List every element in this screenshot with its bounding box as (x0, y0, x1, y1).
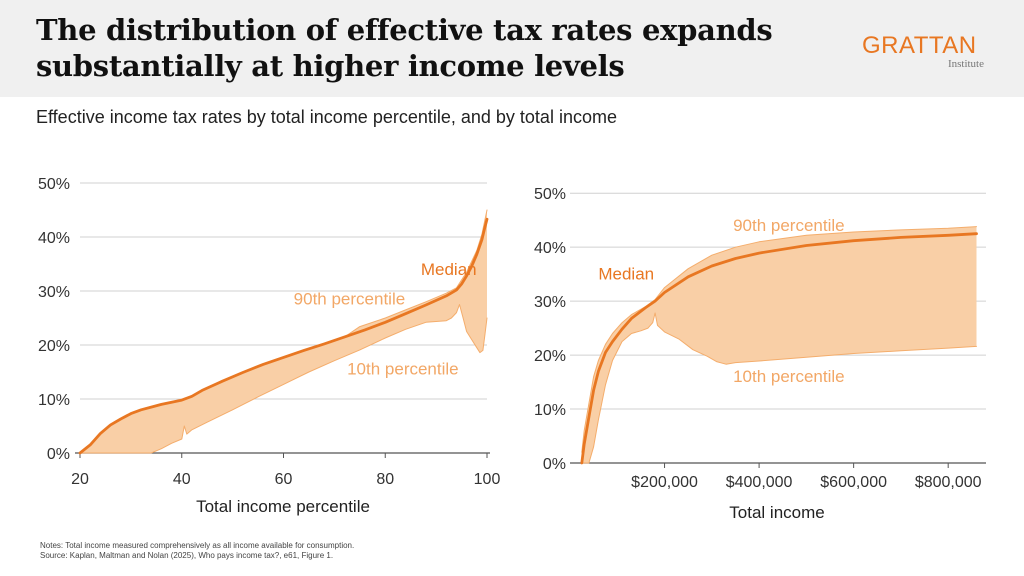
x-axis-title: Total income percentile (196, 497, 370, 516)
x-tick-label: $600,000 (820, 474, 887, 491)
p10-label: 10th percentile (347, 360, 459, 379)
chart-subtitle: Effective income tax rates by total inco… (36, 107, 617, 127)
x-tick-label: $200,000 (631, 474, 698, 491)
p10-label: 10th percentile (733, 367, 845, 386)
y-tick-label: 30% (38, 284, 70, 301)
percentile-band-area (581, 226, 977, 463)
y-tick-label: 40% (534, 240, 566, 257)
p10-series-line (581, 312, 977, 464)
notes-line: Notes: Total income measured comprehensi… (40, 541, 355, 550)
median-label: Median (598, 265, 654, 284)
y-tick-label: 50% (534, 186, 566, 203)
logo-wordmark: GRATTAN (862, 32, 977, 59)
logo-subtext: Institute (947, 58, 984, 70)
y-tick-label: 30% (534, 294, 566, 311)
x-tick-label: 40 (173, 471, 191, 488)
p10-series-line (79, 304, 488, 454)
y-tick-label: 0% (47, 446, 70, 463)
x-tick-label: 20 (71, 471, 89, 488)
x-tick-label: 100 (474, 471, 501, 488)
y-tick-label: 20% (534, 348, 566, 365)
y-tick-label: 10% (38, 392, 70, 409)
title-banner: The distribution of effective tax rates … (0, 0, 1024, 97)
footnotes: Notes: Total income measured comprehensi… (40, 541, 354, 561)
y-tick-label: 0% (543, 456, 566, 473)
x-tick-label: $400,000 (726, 474, 793, 491)
x-axis-title: Total income (729, 503, 824, 522)
x-tick-label: 60 (275, 471, 293, 488)
median-series-line (580, 232, 978, 465)
y-tick-label: 40% (38, 230, 70, 247)
y-tick-label: 10% (534, 402, 566, 419)
x-tick-label: 80 (376, 471, 394, 488)
p90-label: 90th percentile (733, 216, 845, 235)
x-tick-label: $800,000 (915, 474, 982, 491)
p90-label: 90th percentile (294, 290, 406, 309)
y-tick-label: 20% (38, 338, 70, 355)
grattan-logo: GRATTAN Institute (862, 32, 987, 71)
median-label: Median (421, 260, 477, 279)
source-line: Source: Kaplan, Maltman and Nolan (2025)… (40, 551, 334, 560)
percentile-band-area (80, 210, 487, 453)
y-tick-label: 50% (38, 176, 70, 193)
median-series-line (78, 217, 489, 455)
page-title: The distribution of effective tax rates … (36, 13, 773, 83)
